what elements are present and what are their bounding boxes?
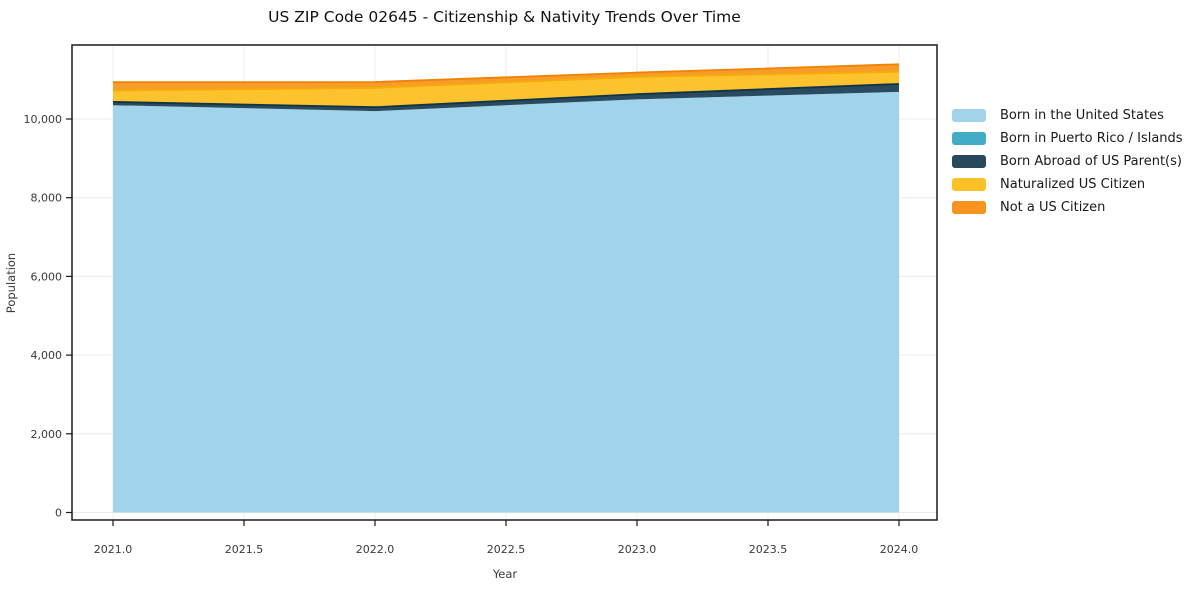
legend-item: Born in Puerto Rico / Islands <box>952 127 1183 150</box>
x-tick-label: 2023.5 <box>749 543 788 556</box>
legend-label: Not a US Citizen <box>1000 200 1106 215</box>
x-tick-label: 2024.0 <box>880 543 919 556</box>
y-tick-label: 4,000 <box>31 349 63 362</box>
legend-label: Born Abroad of US Parent(s) <box>1000 154 1182 169</box>
area-edge <box>112 83 900 109</box>
legend-label: Born in the United States <box>1000 108 1164 123</box>
legend-swatch-born-pr-icon <box>952 132 986 145</box>
legend-label: Naturalized US Citizen <box>1000 177 1146 192</box>
y-tick-label: 2,000 <box>31 428 63 441</box>
legend-item: Not a US Citizen <box>952 196 1183 219</box>
area-naturalized-us-citizen <box>113 71 899 108</box>
x-tick-label: 2021.0 <box>94 543 133 556</box>
legend-swatch-born-abroad-icon <box>952 155 986 168</box>
legend-item: Born in the United States <box>952 104 1183 127</box>
legend: Born in the United States Born in Puerto… <box>952 104 1183 219</box>
axes-box <box>71 44 938 521</box>
y-tick-label: 8,000 <box>31 192 63 205</box>
area-born-in-the-united-states <box>113 91 899 513</box>
area-series <box>112 63 900 513</box>
y-tick-label: 6,000 <box>31 270 63 283</box>
x-tick-label: 2022.5 <box>487 543 526 556</box>
y-tick-label: 0 <box>55 507 62 520</box>
legend-item: Naturalized US Citizen <box>952 173 1183 196</box>
legend-label: Born in Puerto Rico / Islands <box>1000 131 1183 146</box>
axis-tick-labels: 2021.0 2021.5 2022.0 2022.5 2023.0 2023.5 2024… <box>24 113 919 556</box>
area-edge <box>112 70 900 92</box>
legend-swatch-naturalized-icon <box>952 178 986 191</box>
x-tick-label: 2022.0 <box>356 543 395 556</box>
axis-ticks <box>66 118 900 526</box>
y-axis-label: Population <box>4 253 18 313</box>
area-edge <box>112 63 900 84</box>
legend-item: Born Abroad of US Parent(s) <box>952 150 1183 173</box>
x-tick-label: 2023.0 <box>618 543 657 556</box>
chart-title: US ZIP Code 02645 - Citizenship & Nativi… <box>268 8 741 26</box>
x-tick-label: 2021.5 <box>225 543 264 556</box>
legend-swatch-born-us-icon <box>952 109 986 122</box>
legend-swatch-not-citizen-icon <box>952 201 986 214</box>
x-axis-label: Year <box>492 567 518 581</box>
y-tick-label: 10,000 <box>24 113 63 126</box>
